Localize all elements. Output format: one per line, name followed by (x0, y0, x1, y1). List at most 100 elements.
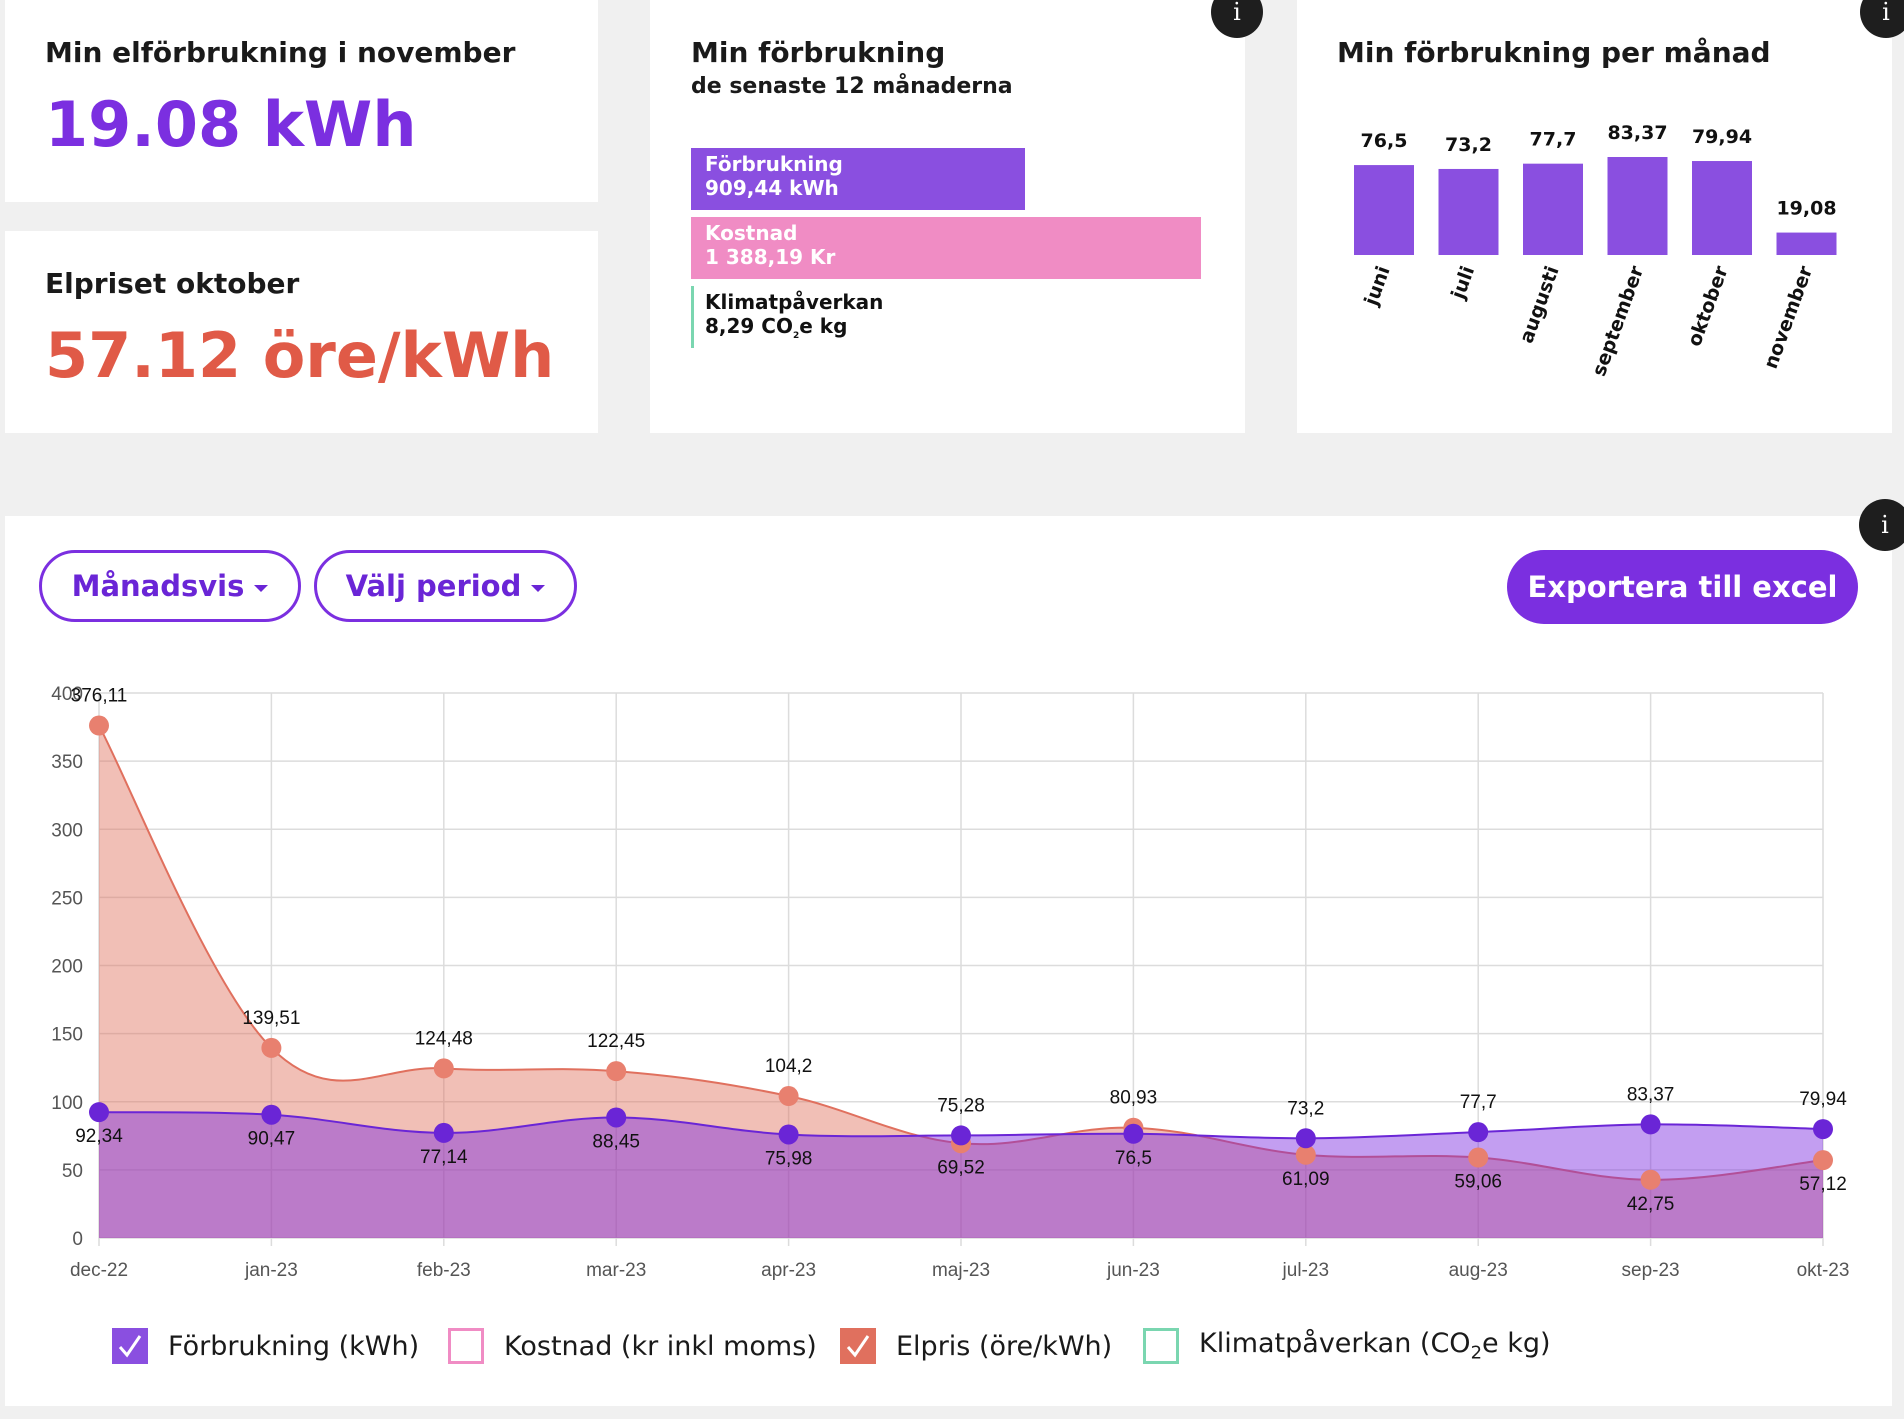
monthly-bar-value: 77,7 (1530, 129, 1577, 151)
consumption-month-card: Min elförbrukning i november 19.08 kWh (5, 0, 598, 202)
consumption-data-label: 75,98 (765, 1148, 813, 1169)
monthly-month-label: juni (1360, 263, 1395, 309)
x-tick-label: apr-23 (761, 1260, 816, 1281)
summary-info-button[interactable]: i (1211, 0, 1263, 38)
climate-bar: Klimatpåverkan 8,29 CO2e kg (691, 286, 883, 348)
monthly-bar-value: 76,5 (1361, 130, 1408, 152)
x-tick-label: okt-23 (1797, 1260, 1850, 1281)
legend-cost[interactable]: Kostnad (kr inkl moms) (448, 1328, 817, 1364)
monthly-bar (1776, 232, 1837, 255)
price-point (1640, 1169, 1661, 1190)
consumption-bar: Förbrukning 909,44 kWh (691, 148, 1025, 210)
monthly-bar-chart: 76,5 juni 73,2 juli 77,7 augusti 83,37 septembe… (1354, 122, 1837, 380)
monthly-month-label: augusti (1516, 263, 1564, 346)
price-data-label: 122,45 (587, 1031, 645, 1052)
price-area (99, 725, 1823, 1238)
consumption-point (951, 1125, 971, 1146)
monthly-bar-value: 19,08 (1776, 198, 1836, 220)
price-checkbox[interactable] (840, 1328, 876, 1364)
legend-price-label: Elpris (öre/kWh) (896, 1330, 1113, 1362)
export-excel-button[interactable]: Exportera till excel (1507, 550, 1858, 624)
consumption-checkbox[interactable] (112, 1328, 148, 1364)
legend-climate-label: Klimatpåverkan (CO2e kg) (1199, 1328, 1551, 1364)
select-period-label: Välj period (345, 569, 522, 603)
consumption-bar-label: Förbrukning (705, 152, 843, 176)
consumption-area (99, 1112, 1823, 1238)
main-area-chart: 0 50 100 150 200 250 300 350 400 dec-22 jan-23 feb-… (51, 684, 1850, 1281)
legend-consumption[interactable]: Förbrukning (kWh) (112, 1328, 419, 1364)
monthly-month-label: juli (1447, 263, 1479, 303)
price-data-label: 376,11 (71, 686, 128, 707)
x-tick-label: sep-23 (1622, 1260, 1680, 1281)
legend-climate[interactable]: Klimatpåverkan (CO2e kg) (1143, 1328, 1551, 1364)
summary-title: Min förbrukning (691, 36, 946, 69)
consumption-data-label: 77,14 (420, 1147, 468, 1168)
consumption-data-label: 76,5 (1115, 1148, 1152, 1169)
y-tick-label: 400 (51, 684, 83, 705)
price-data-label: 61,09 (1282, 1169, 1330, 1190)
cost-bar-value: 1 388,19 Kr (705, 245, 836, 269)
period-type-label: Månadsvis (71, 569, 245, 603)
consumption-data-label: 83,37 (1627, 1084, 1675, 1105)
price-data-label: 80,93 (1110, 1088, 1158, 1109)
consumption-data-label: 90,47 (248, 1129, 296, 1150)
monthly-title: Min förbrukning per månad (1337, 36, 1771, 69)
summary-card: Min förbrukning de senaste 12 månaderna … (650, 0, 1245, 433)
price-point (1813, 1150, 1833, 1171)
price-data-label: 104,2 (765, 1056, 813, 1077)
y-tick-label: 350 (51, 752, 83, 773)
summary-subtitle: de senaste 12 månaderna (691, 74, 1013, 99)
consumption-month-value: 19.08 kWh (45, 88, 417, 161)
period-type-dropdown[interactable]: Månadsvis (39, 550, 301, 622)
price-month-card: Elpriset oktober 57.12 öre/kWh (5, 231, 598, 433)
monthly-bar (1607, 157, 1668, 255)
price-point (1468, 1147, 1489, 1168)
x-tick-label: jan-23 (244, 1260, 298, 1281)
price-point (89, 715, 109, 736)
consumption-point (606, 1107, 627, 1128)
x-tick-label: maj-23 (932, 1260, 990, 1281)
monthly-month-label: november (1760, 263, 1818, 372)
price-month-title: Elpriset oktober (45, 267, 300, 300)
cost-bar-label: Kostnad (705, 221, 798, 245)
consumption-data-label: 79,94 (1799, 1089, 1847, 1110)
legend-price[interactable]: Elpris (öre/kWh) (840, 1328, 1112, 1364)
consumption-data-label: 92,34 (75, 1126, 123, 1147)
monthly-month-label: september (1588, 263, 1648, 380)
check-icon (846, 1335, 870, 1358)
consumption-data-label: 88,45 (592, 1131, 640, 1152)
y-tick-label: 250 (51, 888, 83, 909)
price-point (1295, 1144, 1316, 1165)
caret-down-icon (254, 584, 269, 592)
y-tick-label: 100 (51, 1093, 83, 1114)
climate-checkbox[interactable] (1143, 1328, 1179, 1364)
consumption-data-label: 77,7 (1460, 1092, 1497, 1113)
consumption-point (433, 1122, 454, 1143)
price-data-label: 124,48 (415, 1028, 473, 1049)
legend-cost-label: Kostnad (kr inkl moms) (504, 1330, 817, 1362)
x-tick-label: mar-23 (586, 1260, 646, 1281)
cost-checkbox[interactable] (448, 1328, 484, 1364)
price-point (433, 1058, 454, 1079)
consumption-point (89, 1102, 109, 1123)
monthly-bar (1438, 168, 1499, 255)
monthly-bar-value: 73,2 (1445, 134, 1492, 156)
main-chart-card (5, 516, 1892, 1406)
price-data-label: 57,12 (1799, 1174, 1847, 1195)
price-point (606, 1061, 627, 1082)
check-icon (118, 1335, 142, 1358)
consumption-point (1813, 1119, 1833, 1140)
price-point (261, 1037, 282, 1058)
main-info-button[interactable]: i (1859, 499, 1904, 551)
select-period-dropdown[interactable]: Välj period (314, 550, 577, 622)
price-data-label: 59,06 (1454, 1172, 1502, 1193)
x-tick-label: jul-23 (1282, 1260, 1329, 1281)
consumption-point (1640, 1114, 1661, 1135)
x-tick-label: aug-23 (1449, 1260, 1508, 1281)
price-data-label: 42,75 (1627, 1194, 1675, 1215)
monthly-month-label: oktober (1683, 263, 1733, 350)
price-line (98, 725, 1824, 1181)
consumption-bar-value: 909,44 kWh (705, 176, 839, 200)
x-tick-label: dec-22 (70, 1260, 128, 1281)
y-tick-label: 150 (51, 1025, 83, 1046)
